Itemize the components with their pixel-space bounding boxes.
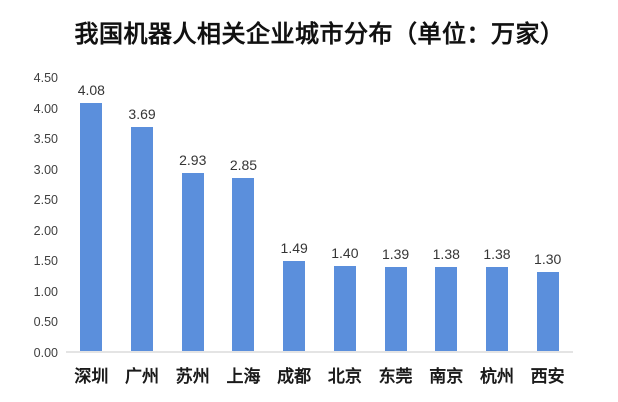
x-axis-category-label: 北京 (327, 367, 362, 386)
x-axis-category-label: 上海 (226, 367, 261, 386)
x-axis-category-label: 成都 (277, 367, 312, 386)
bar (435, 267, 458, 351)
plot-area: 4.08 3.69 2.93 2.85 1.49 1.40 1.39 1.38 1.38 1.30 (66, 78, 573, 353)
bar-value-label: 1.30 (534, 251, 562, 268)
bar-group-广州: 3.69 (117, 78, 168, 351)
bar (131, 127, 154, 351)
bar (181, 173, 204, 351)
bar-group-上海: 2.85 (218, 78, 269, 351)
bar (333, 266, 356, 351)
bar-value-label: 4.08 (77, 82, 105, 99)
bar-value-label: 1.39 (381, 245, 410, 262)
bar-group-东莞: 1.39 (370, 78, 421, 351)
bar (283, 260, 306, 351)
bar-value-label: 2.93 (179, 152, 207, 169)
bar (80, 103, 103, 351)
bar-value-label: 1.49 (280, 239, 308, 256)
y-axis-tick-label: 0.00 (33, 346, 58, 360)
bar-value-label: 3.69 (128, 106, 156, 123)
x-axis-category-label: 东莞 (378, 367, 413, 386)
y-axis-tick-label: 1.00 (33, 284, 58, 299)
y-axis: 0.00 0.50 1.00 1.50 2.00 2.50 3.00 3.50 4.00 4.50 (0, 71, 58, 360)
bar (232, 178, 255, 351)
bar-group-北京: 1.40 (320, 78, 371, 351)
bar-group-南京: 1.38 (421, 78, 472, 351)
bar-value-label: 2.85 (229, 157, 258, 174)
bar (485, 267, 508, 351)
bar-group-深圳: 4.08 (66, 78, 117, 351)
bar-value-label: 1.40 (331, 245, 359, 262)
bar-value-label: 1.38 (432, 246, 460, 263)
x-axis-category-label: 西安 (530, 367, 565, 386)
bar-value-label: 1.38 (483, 246, 511, 263)
x-axis-category-label: 杭州 (479, 367, 514, 386)
y-axis-tick-label: 2.00 (33, 223, 58, 238)
y-axis-tick-label: 3.00 (33, 162, 58, 177)
bar-group-杭州: 1.38 (472, 78, 523, 351)
y-axis-tick-label: 4.00 (33, 101, 58, 116)
bar-group-成都: 1.49 (269, 78, 320, 351)
x-axis-category-label: 南京 (429, 367, 464, 386)
x-axis-category-label: 苏州 (175, 367, 210, 386)
bar-group-西安: 1.30 (522, 78, 573, 351)
x-axis-category-label: 广州 (125, 367, 160, 386)
y-axis-tick-label: 4.50 (33, 71, 58, 85)
bar-group-苏州: 2.93 (167, 78, 218, 351)
y-axis-tick-label: 3.50 (33, 132, 58, 147)
x-axis-category-label: 深圳 (74, 367, 109, 386)
bar (536, 272, 559, 351)
x-axis: 深圳 广州 苏州 上海 成都 北京 东莞 南京 杭州 西安 (66, 362, 573, 387)
y-axis-tick-label: 0.50 (33, 315, 58, 330)
y-axis-tick-label: 2.50 (33, 193, 58, 208)
chart-title: 我国机器人相关企业城市分布（单位：万家） (74, 21, 565, 48)
bar (384, 266, 407, 351)
y-axis-tick-label: 1.50 (33, 254, 58, 269)
